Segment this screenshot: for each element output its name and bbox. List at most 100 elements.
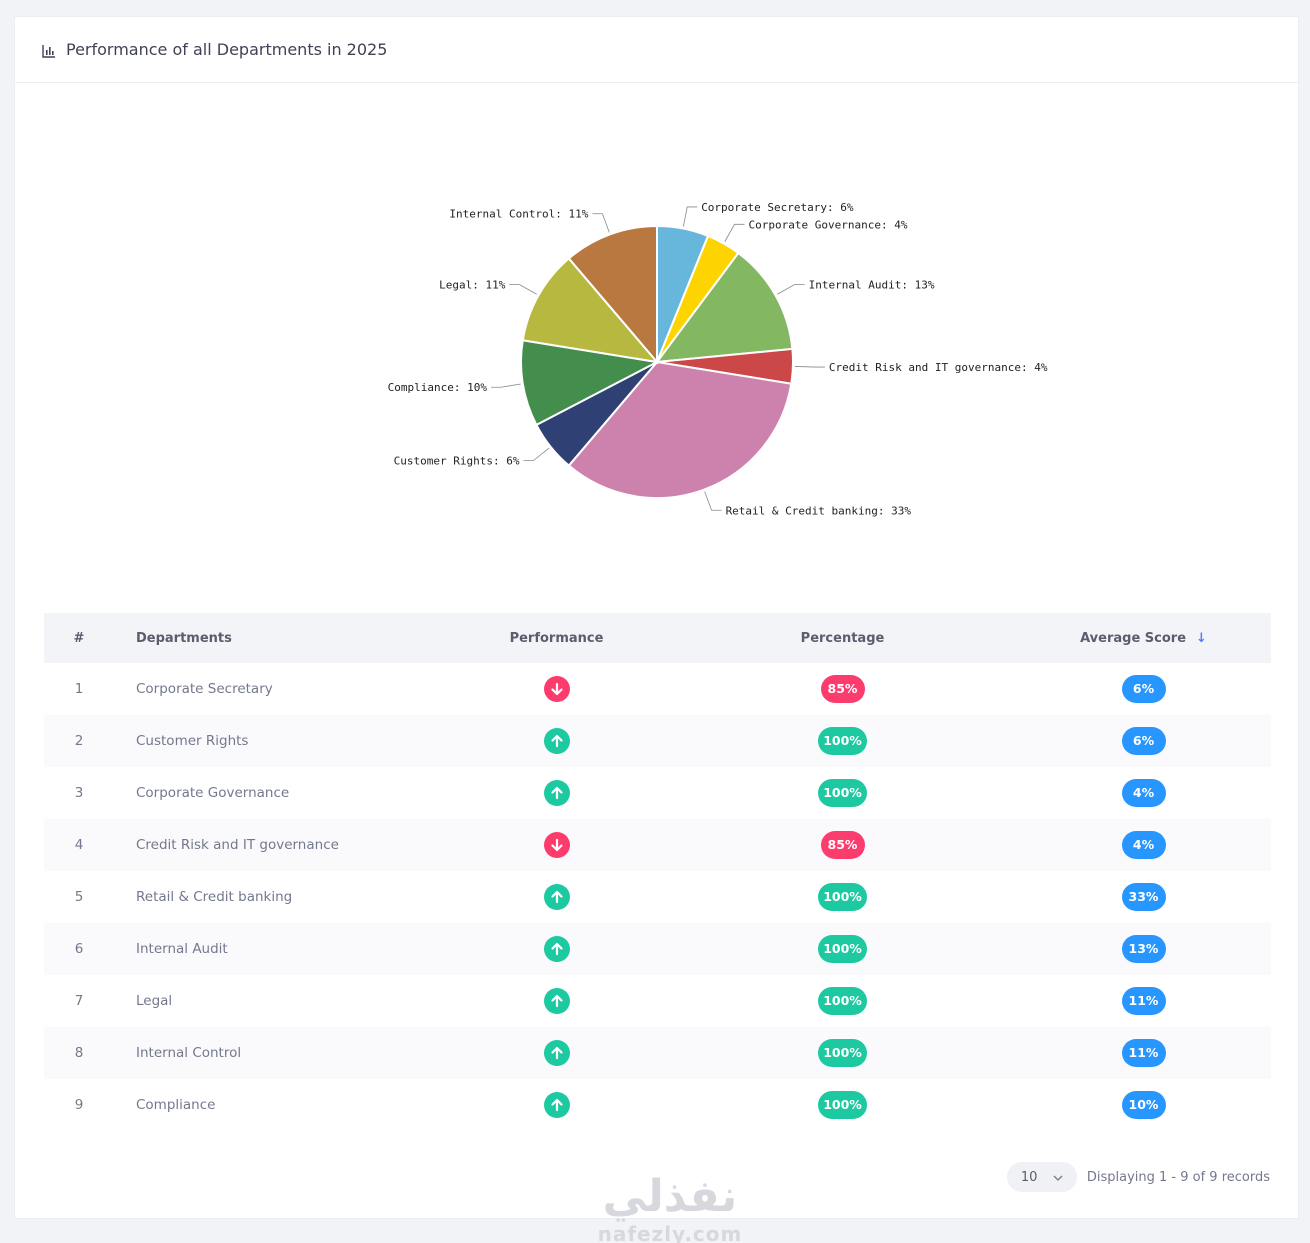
performance-cell <box>444 819 669 871</box>
performance-cell <box>444 1079 669 1131</box>
table-header-row: # Departments Performance Percentage Ave… <box>44 613 1271 663</box>
arrow-up-icon <box>543 728 570 754</box>
pie-chart-svg: Corporate Secretary: 6% Corporate Governa… <box>388 201 1048 517</box>
pie-slice-4[interactable] <box>567 360 793 499</box>
pie-label-0: Corporate Secretary: 6% <box>701 201 854 214</box>
pie-label-5: Customer Rights: 6% <box>394 455 520 468</box>
pie-label-8: Internal Control: 11% <box>449 208 588 221</box>
percentage-cell: 100% <box>669 871 1016 923</box>
pie-label-7: Legal: 11% <box>439 278 506 291</box>
average-cell: 13% <box>1016 923 1271 975</box>
department-name: Customer Rights <box>136 733 249 749</box>
table-row[interactable]: 2 Customer Rights 100% 6% <box>44 715 1271 767</box>
department-name: Compliance <box>136 1097 216 1113</box>
arrow-up-icon <box>543 1040 570 1066</box>
header-num[interactable]: # <box>44 613 114 663</box>
row-number: 8 <box>74 1045 84 1061</box>
bar-chart-icon <box>42 43 56 58</box>
card-header: Performance of all Departments in 2025 <box>15 17 1298 83</box>
pie-label-6: Compliance: 10% <box>388 381 488 394</box>
pie-label-2: Internal Audit: 13% <box>809 278 935 291</box>
pie-label-1: Corporate Governance: 4% <box>749 218 908 231</box>
header-performance[interactable]: Performance <box>444 613 669 663</box>
average-score-badge: 6% <box>1121 727 1166 755</box>
pie-slice-8[interactable] <box>567 224 658 365</box>
table-row[interactable]: 6 Internal Audit 100% 13% <box>44 923 1271 975</box>
average-score-badge: 11% <box>1121 1039 1166 1067</box>
pie-leader-line-7 <box>509 284 537 295</box>
performance-cell <box>444 1027 669 1079</box>
performance-cell <box>444 767 669 819</box>
performance-card: Performance of all Departments in 2025 C… <box>14 16 1300 1243</box>
page-size-select[interactable]: 10 <box>1006 1162 1077 1192</box>
pagination: 10 Displaying 1 - 9 of 9 records <box>1006 1162 1270 1192</box>
average-cell: 11% <box>1016 975 1271 1027</box>
performance-cell <box>444 923 669 975</box>
arrow-down-icon <box>543 676 570 702</box>
table-row[interactable]: 3 Corporate Governance 100% 4% <box>44 767 1271 819</box>
percentage-cell: 100% <box>669 1027 1016 1079</box>
department-name: Corporate Governance <box>136 785 290 801</box>
average-cell: 4% <box>1016 819 1271 871</box>
page-size-value: 10 <box>1020 1169 1038 1185</box>
row-number: 7 <box>74 993 84 1009</box>
department-name: Credit Risk and IT governance <box>136 837 339 853</box>
pie-chart: Corporate Secretary: 6% Corporate Governa… <box>15 84 1300 604</box>
average-score-badge: 33% <box>1121 883 1166 911</box>
average-cell: 33% <box>1016 871 1271 923</box>
records-summary: Displaying 1 - 9 of 9 records <box>1086 1169 1270 1185</box>
watermark-logo: نفذلي nafezly.com <box>590 1172 750 1243</box>
average-cell: 6% <box>1016 715 1271 767</box>
pie-label-4: Retail & Credit banking: 33% <box>726 504 912 517</box>
pie-leader-line-2 <box>777 284 805 295</box>
average-score-badge: 13% <box>1121 935 1166 963</box>
header-average-score[interactable]: Average Score ↓ <box>1016 613 1271 663</box>
percentage-badge: 85% <box>820 675 865 703</box>
pie-label-3: Credit Risk and IT governance: 4% <box>829 361 1048 374</box>
performance-cell <box>444 975 669 1027</box>
row-number: 2 <box>74 733 84 749</box>
average-cell: 6% <box>1016 663 1271 715</box>
percentage-cell: 100% <box>669 975 1016 1027</box>
average-score-badge: 11% <box>1121 987 1166 1015</box>
department-name: Corporate Secretary <box>136 681 273 697</box>
percentage-badge: 100% <box>818 779 867 807</box>
pie-slice-7[interactable] <box>521 257 660 364</box>
performance-cell <box>444 663 669 715</box>
table-row[interactable]: 7 Legal 100% 11% <box>44 975 1271 1027</box>
pie-leader-line-3 <box>794 366 825 368</box>
average-score-badge: 6% <box>1121 675 1166 703</box>
pie-slice-2[interactable] <box>654 251 794 364</box>
average-score-badge: 4% <box>1121 779 1166 807</box>
percentage-badge: 100% <box>818 935 867 963</box>
average-cell: 11% <box>1016 1027 1271 1079</box>
row-number: 9 <box>74 1097 84 1113</box>
header-percentage[interactable]: Percentage <box>669 613 1016 663</box>
chevron-down-icon <box>1053 1170 1063 1185</box>
watermark-latin: nafezly.com <box>597 1222 743 1243</box>
row-number: 3 <box>74 785 84 801</box>
header-departments[interactable]: Departments <box>114 613 444 663</box>
arrow-up-icon <box>543 780 570 806</box>
average-score-badge: 4% <box>1121 831 1166 859</box>
percentage-badge: 100% <box>818 987 867 1015</box>
table-row[interactable]: 9 Compliance 100% 10% <box>44 1079 1271 1131</box>
table-row[interactable]: 8 Internal Control 100% 11% <box>44 1027 1271 1079</box>
pie-leader-line-0 <box>682 206 698 227</box>
arrow-up-icon <box>543 1092 570 1118</box>
table-row[interactable]: 5 Retail & Credit banking 100% 33% <box>44 871 1271 923</box>
arrow-up-icon <box>543 988 570 1014</box>
table-row[interactable]: 1 Corporate Secretary 85% 6% <box>44 663 1271 715</box>
sort-down-icon[interactable]: ↓ <box>1196 630 1207 646</box>
percentage-cell: 100% <box>669 767 1016 819</box>
table-row[interactable]: 4 Credit Risk and IT governance 85% 4% <box>44 819 1271 871</box>
department-name: Retail & Credit banking <box>136 889 293 905</box>
average-score-badge: 10% <box>1121 1091 1166 1119</box>
pie-slice-6[interactable] <box>520 339 661 427</box>
departments-table: # Departments Performance Percentage Ave… <box>44 613 1271 1131</box>
department-name: Internal Control <box>136 1045 242 1061</box>
department-name: Legal <box>136 993 173 1009</box>
pie-leader-line-1 <box>724 223 745 242</box>
arrow-up-icon <box>543 884 570 910</box>
arrow-up-icon <box>543 936 570 962</box>
